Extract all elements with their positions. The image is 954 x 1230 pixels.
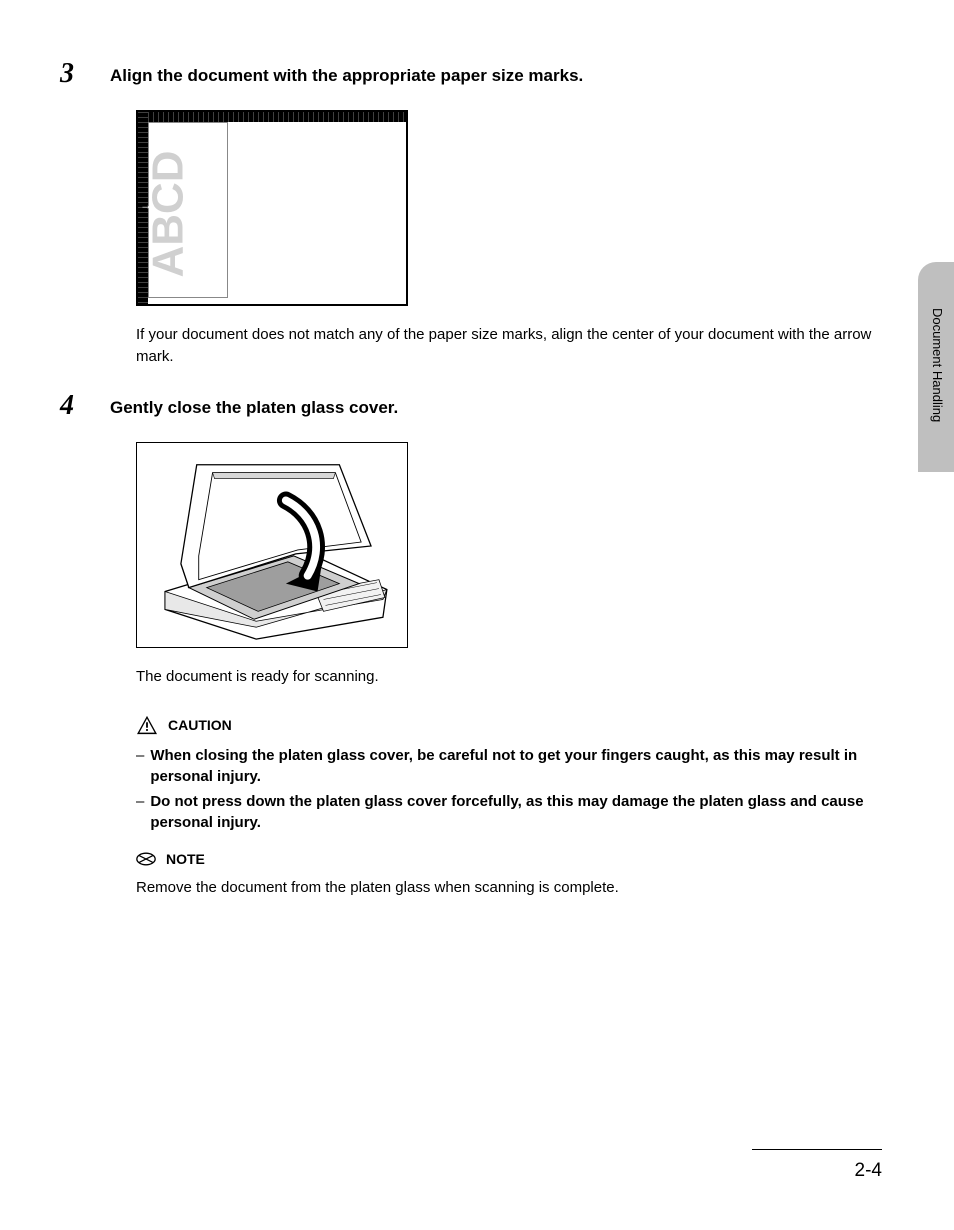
caution-list: When closing the platen glass cover, be … [136, 745, 884, 833]
footer-rule [752, 1149, 882, 1150]
caution-header: CAUTION [136, 715, 884, 735]
arrow-mark-icon: → [140, 198, 152, 212]
figure-scanner-close [136, 442, 408, 648]
ruler-top [138, 112, 406, 122]
page-footer: 2-4 [752, 1149, 882, 1182]
page: 3 Align the document with the appropriat… [0, 0, 954, 1230]
chapter-tab-label: Document Handling [930, 308, 945, 422]
document-sheet: ABCD [148, 122, 228, 298]
step-number: 3 [60, 60, 110, 88]
caution-icon [136, 715, 158, 735]
step-3: 3 Align the document with the appropriat… [60, 60, 884, 88]
step-3-body: If your document does not match any of t… [136, 324, 884, 368]
step-title: Gently close the platen glass cover. [110, 392, 398, 420]
scanner-illustration [137, 443, 407, 647]
note-header: NOTE [136, 851, 884, 867]
sample-glyphs: ABCD [144, 150, 194, 277]
caution-item: When closing the platen glass cover, be … [136, 745, 884, 787]
caution-item: Do not press down the platen glass cover… [136, 791, 884, 833]
step-4: 4 Gently close the platen glass cover. [60, 392, 884, 420]
step-4-content: The document is ready for scanning. CAUT… [136, 442, 884, 899]
step-4-body: The document is ready for scanning. [136, 666, 884, 688]
step-number: 4 [60, 392, 110, 420]
note-body: Remove the document from the platen glas… [136, 877, 884, 898]
caution-label: CAUTION [168, 717, 232, 733]
page-number: 2-4 [752, 1160, 882, 1182]
note-icon [136, 852, 156, 866]
step-3-content: → ABCD If your document does not match a… [136, 110, 884, 368]
note-label: NOTE [166, 851, 205, 867]
figure-platen-alignment: → ABCD [136, 110, 408, 306]
step-title: Align the document with the appropriate … [110, 60, 583, 88]
